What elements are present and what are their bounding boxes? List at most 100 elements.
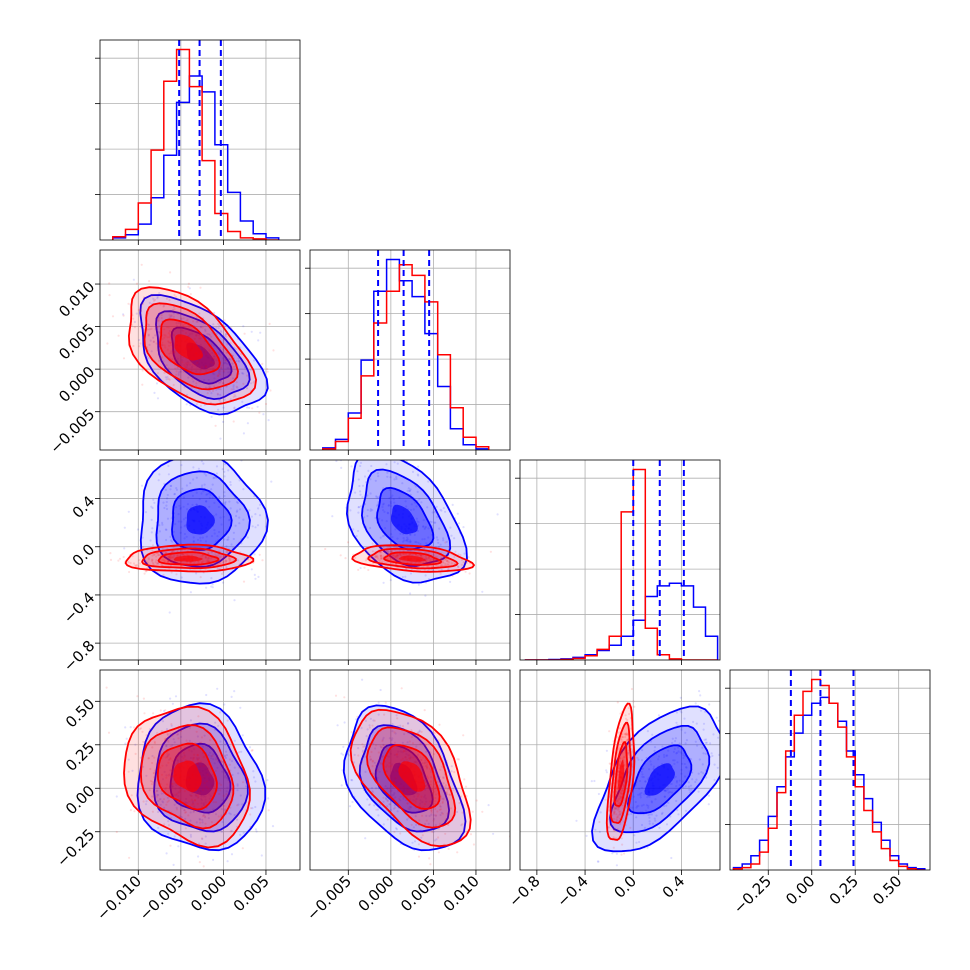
scatter-point [176,730,179,733]
scatter-point [413,761,416,764]
scatter-point [444,786,447,789]
scatter-point [201,554,204,558]
scatter-point [384,785,387,788]
scatter-point [467,556,470,559]
scatter-point [438,780,442,783]
scatter-point [673,759,676,762]
scatter-point [392,807,396,810]
scatter-point [203,734,206,737]
scatter-point [209,557,212,560]
scatter-point [440,811,443,815]
scatter-point [234,524,237,527]
scatter-point [616,819,619,822]
scatter-point [437,739,440,742]
scatter-point [425,557,428,561]
scatter-point [428,556,431,559]
scatter-point [212,367,215,370]
scatter-point [620,751,624,754]
scatter-point [228,812,231,815]
scatter-point [389,579,392,582]
scatter-point [638,792,641,796]
scatter-point [416,520,419,523]
scatter-point [203,815,206,818]
scatter-point [211,773,214,776]
scatter-point [152,498,155,501]
scatter-point [219,393,222,396]
scatter-point [437,851,440,854]
scatter-point [676,809,679,812]
scatter-point [423,795,426,799]
scatter-point [701,763,704,766]
x-tick-label: 0.010 [440,872,483,915]
scatter-point [209,739,212,742]
scatter-point [394,806,397,809]
scatter-point [164,739,167,743]
scatter-point [135,282,139,285]
scatter-point [143,712,146,715]
scatter-point [201,805,204,808]
scatter-point [427,551,430,554]
scatter-point [380,746,383,749]
scatter-point [205,474,208,477]
scatter-point [437,545,441,549]
scatter-point [170,816,173,820]
scatter-point [645,804,649,807]
scatter-point [440,795,443,798]
scatter-point [223,808,226,811]
scatter-point [213,377,216,380]
scatter-point [388,761,391,765]
scatter-point [170,556,173,559]
scatter-point [170,560,174,563]
x-tick-label: 0.25 [826,872,862,908]
scatter-point [142,328,145,331]
scatter-point [350,778,353,782]
scatter-point [617,806,620,809]
scatter-point [185,393,189,396]
scatter-point [195,362,198,365]
scatter-point [168,333,171,336]
scatter-point [222,570,225,573]
scatter-point [641,773,644,776]
scatter-point [416,795,419,798]
y-tick-label: 0.0 [69,540,99,570]
scatter-point [687,785,691,788]
scatter-point [173,308,176,311]
scatter-point [388,497,391,500]
scatter-point [680,772,683,775]
scatter-point [197,757,200,760]
scatter-point [211,583,214,586]
scatter-point [638,840,641,844]
scatter-point [210,343,213,346]
scatter-point [181,329,184,332]
scatter-point [214,769,217,773]
scatter-point [160,314,163,317]
scatter-point [448,771,451,774]
scatter-point [166,733,169,737]
scatter-point [242,488,245,491]
scatter-point [163,770,166,774]
scatter-point [398,797,401,801]
scatter-point [412,508,415,511]
scatter-point [331,515,334,518]
density-contour [173,555,203,562]
scatter-point [415,745,418,748]
scatter-point [163,371,166,374]
scatter-point [181,359,184,362]
scatter-point [198,498,201,501]
scatter-point [381,505,384,509]
scatter-point [175,808,179,811]
scatter-point [366,494,369,497]
scatter-point [400,687,403,690]
scatter-point [182,554,185,557]
scatter-point [192,803,195,806]
scatter-point [658,826,661,829]
scatter-point [228,500,231,503]
scatter-point [200,560,204,564]
scatter-point [356,715,359,718]
scatter-point [253,573,256,577]
scatter-point [408,791,411,794]
scatter-point [169,697,172,700]
scatter-point [231,773,234,777]
scatter-point [197,855,200,858]
scatter-point [442,561,445,564]
